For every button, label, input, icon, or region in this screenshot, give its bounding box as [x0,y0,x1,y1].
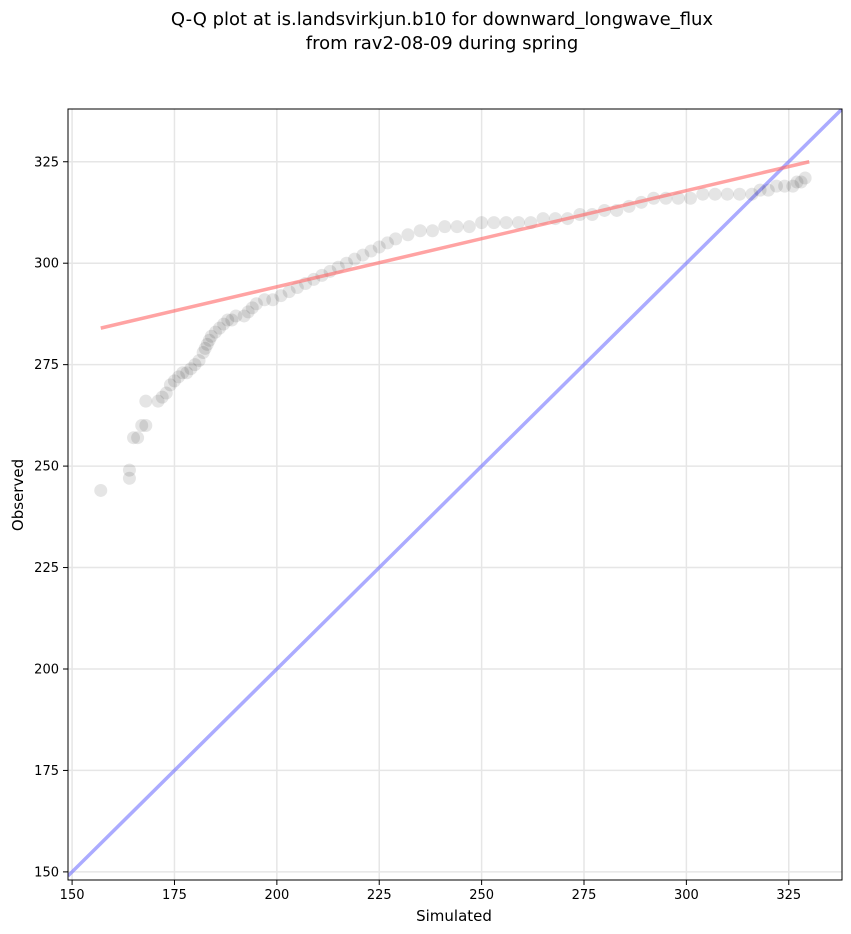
qq-point [450,220,464,234]
x-tick-label: 150 [60,888,85,903]
y-tick-label: 200 [34,662,59,677]
qq-point [131,431,145,445]
x-tick-label: 200 [264,888,289,903]
qq-point [229,309,243,323]
qq-point [213,321,227,335]
x-axis-label: Simulated [416,907,492,925]
qq-point [745,187,759,201]
plot-area [68,109,842,878]
qq-point [708,187,722,201]
qq-point [282,285,296,299]
qq-point [401,228,415,242]
y-tick-label: 225 [34,561,59,576]
chart-title-line-2: from rav2-08-09 during spring [306,33,579,54]
qq-point [159,386,173,400]
qq-point [249,297,263,311]
y-tick-label: 150 [34,865,59,880]
qq-point [188,358,202,372]
qq-point [139,394,153,408]
qq-point [94,483,108,497]
qq-point [237,309,251,323]
identity-line [68,109,842,878]
qq-point [151,394,165,408]
qq-point [204,329,218,343]
qq-point [339,256,353,270]
qq-point [225,313,239,327]
y-tick-label: 175 [34,764,59,779]
qq-point [786,179,800,193]
qq-point [122,471,136,485]
qq-point [487,216,501,230]
qq-point [733,187,747,201]
x-tick-label: 300 [674,888,699,903]
y-tick-label: 300 [34,257,59,272]
chart-title-line-1: Q-Q plot at is.landsvirkjun.b10 for down… [171,9,714,30]
qq-point [425,224,439,238]
qq-point [135,419,149,433]
qq-point [122,463,136,477]
x-tick-label: 225 [367,888,392,903]
qq-point [348,252,362,266]
qq-point [172,370,186,384]
y-tick-label: 275 [34,358,59,373]
qq-point [356,248,370,262]
qq-point [208,325,222,339]
qq-point [790,175,804,189]
qq-point [167,374,181,388]
qq-point [217,317,231,331]
qq-point [683,191,697,205]
qq-point [438,220,452,234]
qq-point [180,366,194,380]
qq-point [192,354,206,368]
qq-point [163,378,177,392]
qq-point [380,236,394,250]
qq-point [511,216,525,230]
qq-point [761,183,775,197]
grid-lines [68,109,842,880]
x-tick-label: 325 [776,888,801,903]
qq-point [184,362,198,376]
y-tick-label: 325 [34,155,59,170]
qq-point [139,419,153,433]
qq-point [499,216,513,230]
qq-point [475,216,489,230]
axis-ticks: 150 175 200 225 250 275 300 325 150 175 200 225 250 2… [34,155,801,903]
qq-point [221,313,235,327]
qq-point [127,431,141,445]
qq-point [413,224,427,238]
qq-point [462,220,476,234]
qq-point [241,305,255,319]
qq-point [798,171,812,185]
qq-point [769,179,783,193]
qq-point [696,187,710,201]
qq-point [245,301,259,315]
x-tick-label: 275 [572,888,597,903]
qq-point [266,293,280,307]
qq-point [274,289,288,303]
qq-point [155,390,169,404]
qq-point [176,366,190,380]
y-axis-label: Observed [9,459,27,531]
qq-point [200,337,214,351]
qq-point [794,175,808,189]
x-tick-label: 175 [162,888,187,903]
qq-point [778,179,792,193]
qq-point [202,333,216,347]
qq-point [364,244,378,258]
qq-point [720,187,734,201]
qq-point [258,293,272,307]
x-tick-label: 250 [469,888,494,903]
y-tick-label: 250 [34,460,59,475]
qq-point [196,345,210,359]
qq-point [753,183,767,197]
regression-line [100,160,810,330]
qq-point [198,341,212,355]
qq-point [389,232,403,246]
plot-frame [67,108,843,881]
qq-point [372,240,386,254]
